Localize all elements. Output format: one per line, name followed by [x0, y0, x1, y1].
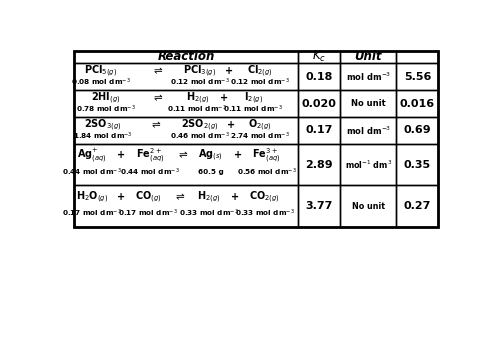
Bar [74, 185, 298, 227]
Text: Ag$_{(s)}$: Ag$_{(s)}$ [198, 148, 223, 163]
Text: No unit: No unit [352, 202, 385, 211]
Bar [298, 144, 340, 185]
Text: H$_{2(g)}$: H$_{2(g)}$ [186, 90, 209, 106]
Text: 1.84 mol dm$^{-3}$: 1.84 mol dm$^{-3}$ [74, 131, 133, 142]
Text: mol dm$^{-3}$: mol dm$^{-3}$ [346, 124, 391, 137]
Bar [340, 117, 396, 144]
Text: 5.56: 5.56 [404, 72, 431, 82]
Text: 0.08 mol dm$^{-3}$: 0.08 mol dm$^{-3}$ [71, 77, 131, 88]
Bar [74, 50, 438, 227]
Text: $\rightleftharpoons$: $\rightleftharpoons$ [151, 66, 163, 77]
Text: 0.17 mol dm$^{-3}$: 0.17 mol dm$^{-3}$ [62, 208, 122, 220]
Bar [74, 144, 298, 185]
Text: Unit: Unit [354, 50, 382, 64]
Text: +: + [232, 192, 239, 202]
Bar [74, 117, 298, 144]
Text: 0.17: 0.17 [306, 125, 333, 135]
Bar [298, 117, 340, 144]
Text: $K_c$: $K_c$ [312, 49, 326, 65]
Text: PCl$_{5(g)}$: PCl$_{5(g)}$ [84, 64, 117, 79]
Bar [298, 63, 340, 90]
Text: 0.69: 0.69 [404, 125, 431, 135]
Bar [396, 63, 438, 90]
Bar [340, 50, 396, 63]
Text: 0.44 mol dm$^{-3}$: 0.44 mol dm$^{-3}$ [62, 167, 122, 178]
Bar [74, 90, 298, 117]
Text: 0.12 mol dm$^{-3}$: 0.12 mol dm$^{-3}$ [170, 77, 230, 88]
Text: $\rightleftharpoons$: $\rightleftharpoons$ [151, 93, 163, 103]
Bar [74, 50, 298, 63]
Text: CO$_{2(g)}$: CO$_{2(g)}$ [249, 190, 280, 205]
Bar [396, 185, 438, 227]
Text: Fe$^{3+}_{(aq)}$: Fe$^{3+}_{(aq)}$ [252, 146, 281, 164]
Bar [396, 144, 438, 185]
Text: No unit: No unit [351, 99, 386, 108]
Text: 0.27: 0.27 [404, 201, 431, 211]
Bar [340, 185, 396, 227]
Text: 60.5 g: 60.5 g [198, 169, 224, 175]
Text: 0.46 mol dm$^{-3}$: 0.46 mol dm$^{-3}$ [170, 131, 230, 142]
Text: 0.12 mol dm$^{-3}$: 0.12 mol dm$^{-3}$ [230, 77, 290, 88]
Text: 0.11 mol dm$^{-3}$: 0.11 mol dm$^{-3}$ [168, 104, 227, 115]
Text: mol$^{-1}$ dm$^{3}$: mol$^{-1}$ dm$^{3}$ [344, 158, 392, 171]
Text: H$_2$O$_{(g)}$: H$_2$O$_{(g)}$ [76, 190, 108, 205]
Text: $\rightleftharpoons$: $\rightleftharpoons$ [148, 120, 161, 130]
Text: 2HI$_{(g)}$: 2HI$_{(g)}$ [90, 90, 120, 106]
Text: 0.33 mol dm$^{-3}$: 0.33 mol dm$^{-3}$ [234, 208, 294, 220]
Text: 0.18: 0.18 [306, 72, 333, 82]
Text: O$_{2(g)}$: O$_{2(g)}$ [248, 117, 272, 133]
Bar [340, 90, 396, 117]
Text: 3.77: 3.77 [306, 201, 333, 211]
Text: Ag$^{+}_{(aq)}$: Ag$^{+}_{(aq)}$ [77, 146, 107, 164]
Text: mol dm$^{-3}$: mol dm$^{-3}$ [346, 71, 391, 83]
Bar [396, 117, 438, 144]
Bar [74, 63, 298, 90]
Bar [298, 185, 340, 227]
Text: Reaction: Reaction [158, 50, 215, 64]
Text: 2.89: 2.89 [306, 160, 333, 170]
Text: 0.56 mol dm$^{-3}$: 0.56 mol dm$^{-3}$ [237, 167, 296, 178]
Text: +: + [220, 93, 228, 103]
Text: +: + [224, 66, 233, 76]
Text: 0.78 mol dm$^{-3}$: 0.78 mol dm$^{-3}$ [76, 104, 136, 115]
Text: 2.74 mol dm$^{-3}$: 2.74 mol dm$^{-3}$ [230, 131, 290, 142]
Text: 0.44 mol dm$^{-3}$: 0.44 mol dm$^{-3}$ [120, 167, 180, 178]
Text: +: + [117, 192, 125, 202]
Text: 0.35: 0.35 [404, 160, 431, 170]
Text: CO$_{(g)}$: CO$_{(g)}$ [135, 190, 162, 205]
Text: H$_{2(g)}$: H$_{2(g)}$ [196, 190, 220, 205]
Bar [396, 50, 438, 63]
Bar [396, 90, 438, 117]
Text: Fe$^{2+}_{(aq)}$: Fe$^{2+}_{(aq)}$ [136, 146, 164, 164]
Text: 0.020: 0.020 [302, 98, 336, 108]
Text: I$_{2(g)}$: I$_{2(g)}$ [244, 90, 263, 106]
Text: 0.17 mol dm$^{-3}$: 0.17 mol dm$^{-3}$ [118, 208, 178, 220]
Text: $\rightleftharpoons$: $\rightleftharpoons$ [174, 192, 186, 202]
Bar [340, 63, 396, 90]
Bar [298, 50, 340, 63]
Text: 2SO$_{3(g)}$: 2SO$_{3(g)}$ [84, 117, 122, 133]
Text: PCl$_{3(g)}$: PCl$_{3(g)}$ [183, 64, 216, 79]
Text: 2SO$_{2(g)}$: 2SO$_{2(g)}$ [181, 117, 218, 133]
Text: $\rightleftharpoons$: $\rightleftharpoons$ [176, 150, 188, 161]
Bar [340, 144, 396, 185]
Text: +: + [234, 150, 241, 161]
Text: Cl$_{2(g)}$: Cl$_{2(g)}$ [247, 64, 273, 79]
Text: +: + [227, 120, 235, 130]
Text: 0.33 mol dm$^{-3}$: 0.33 mol dm$^{-3}$ [178, 208, 238, 220]
Text: 0.016: 0.016 [400, 98, 435, 108]
Text: 0.11 mol dm$^{-3}$: 0.11 mol dm$^{-3}$ [224, 104, 283, 115]
Bar [298, 90, 340, 117]
Text: +: + [117, 150, 125, 161]
